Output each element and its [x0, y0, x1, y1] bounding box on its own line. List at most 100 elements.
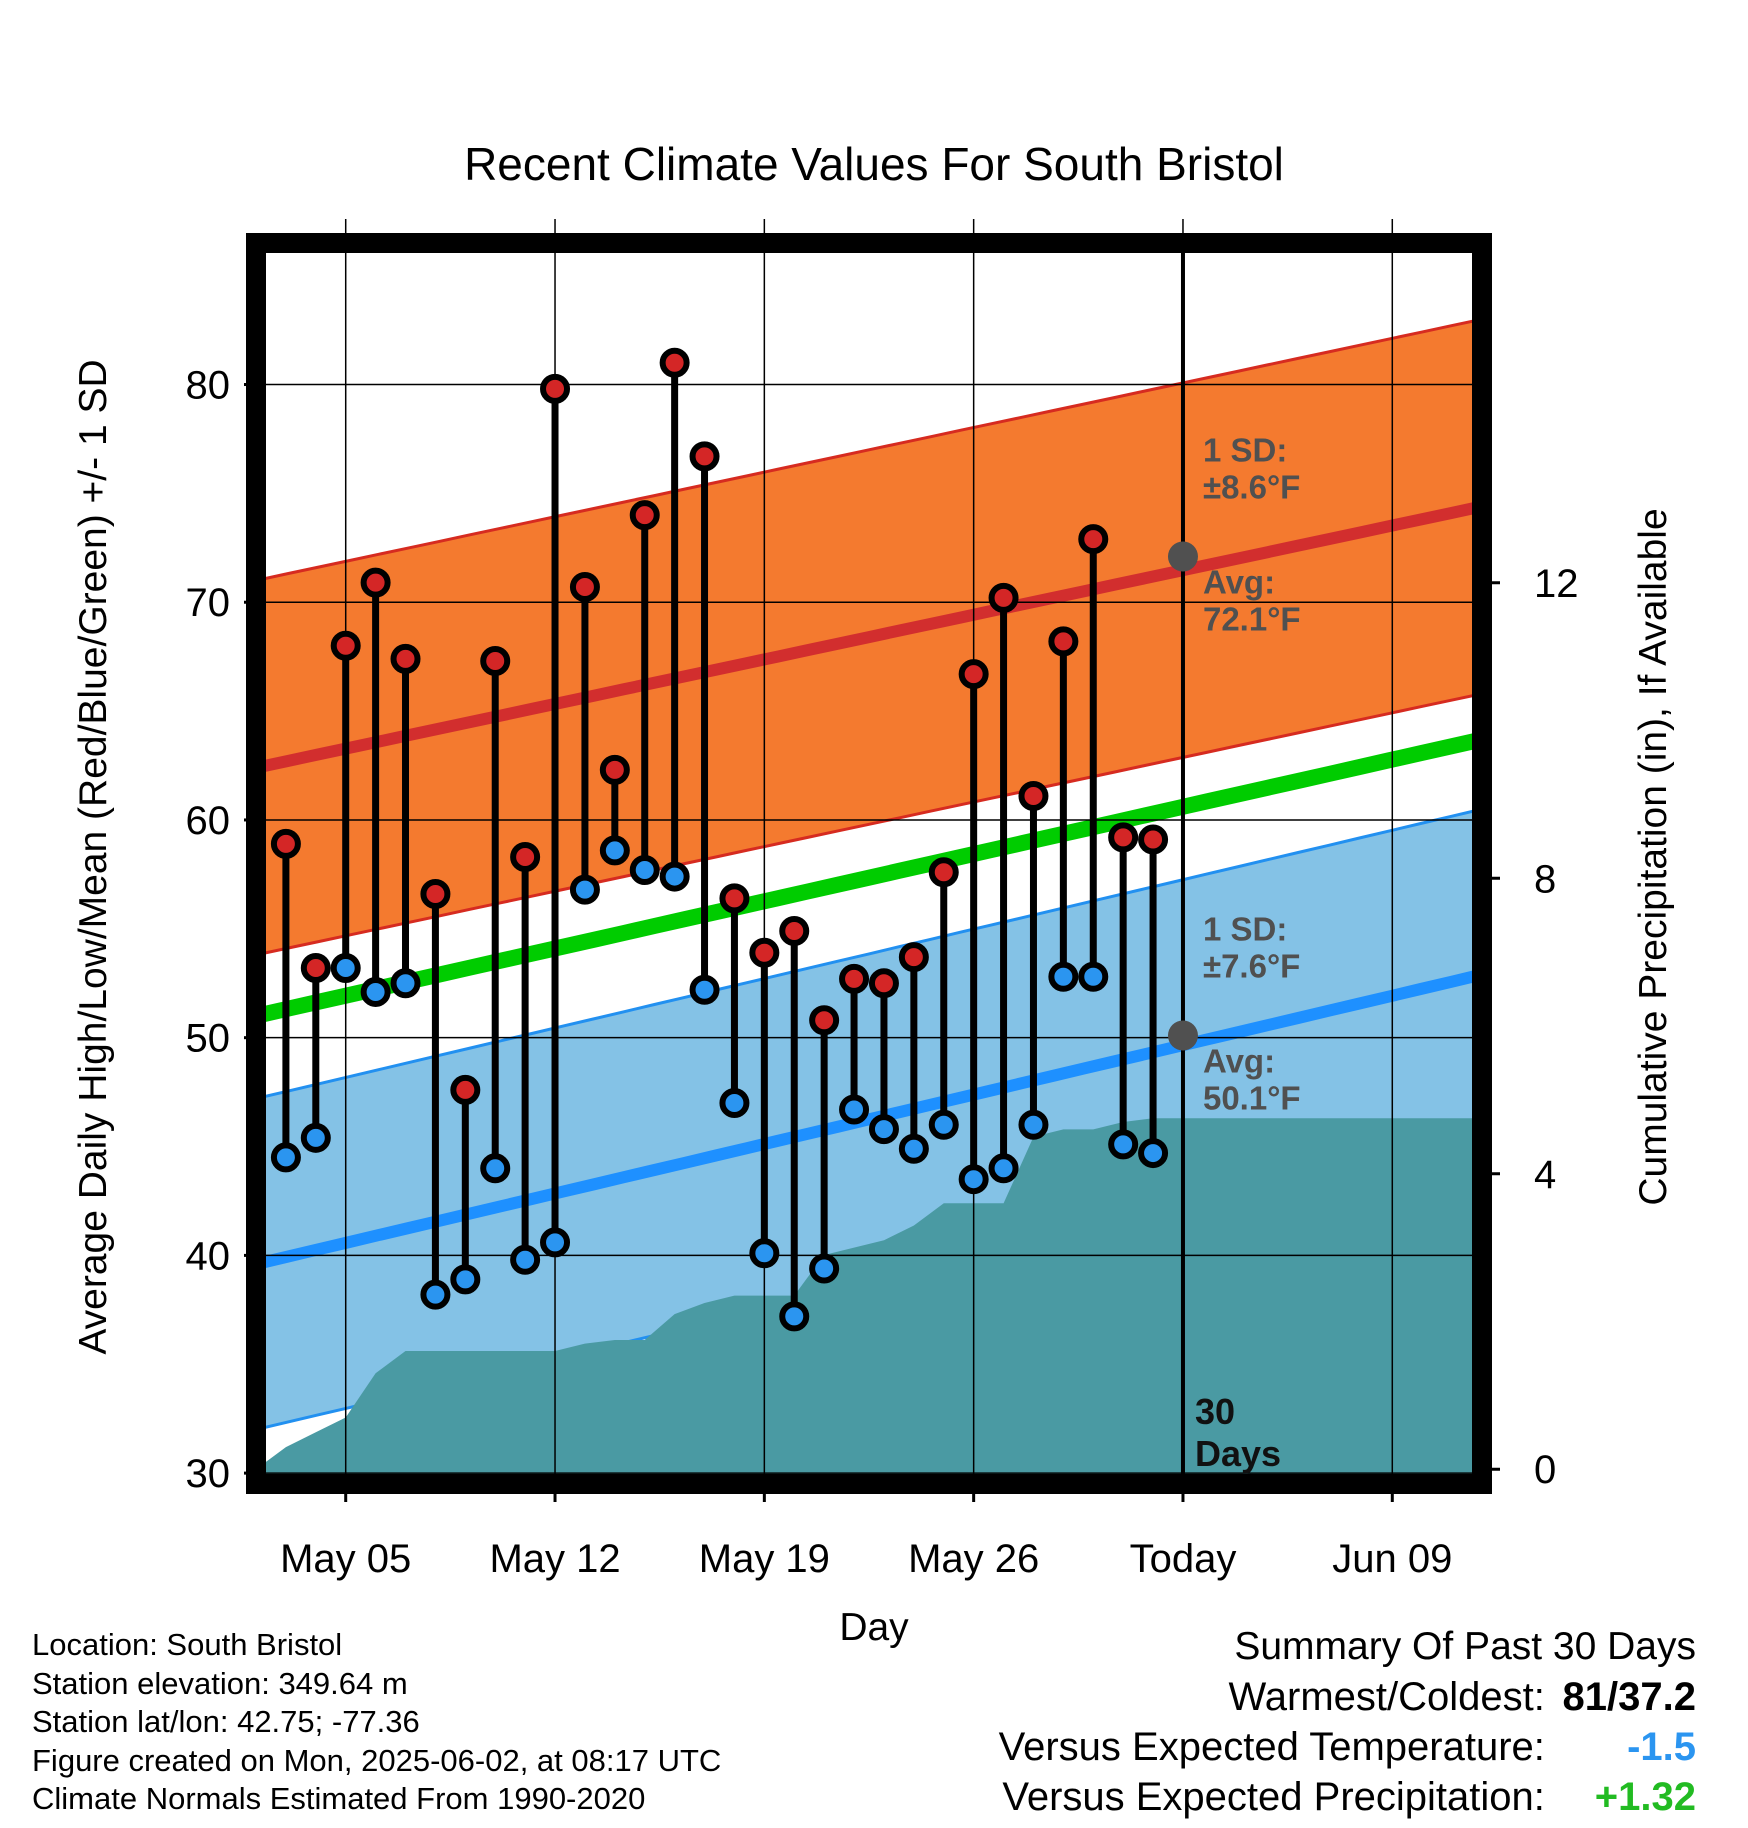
- daily-high-point: [719, 883, 750, 914]
- daily-high-point: [1048, 626, 1079, 657]
- low-sd-label: 1 SD:: [1203, 910, 1287, 947]
- daily-high-point: [390, 643, 421, 674]
- x-tick-label: Jun 09: [1332, 1537, 1452, 1581]
- x-tick-label: May 05: [280, 1537, 411, 1581]
- daily-low-point: [1078, 961, 1109, 992]
- daily-high-point: [300, 953, 331, 984]
- daily-high-point: [1018, 781, 1049, 812]
- daily-high-point: [689, 441, 720, 472]
- temp-departure-label: Versus Expected Temperature:: [998, 1725, 1545, 1769]
- daily-low-point: [1138, 1138, 1169, 1169]
- today-days-label: Days: [1195, 1433, 1281, 1474]
- daily-high-point: [1138, 824, 1169, 855]
- y-axis-label: Average Daily High/Low/Mean (Red/Blue/Gr…: [72, 359, 115, 1354]
- daily-low-point: [360, 976, 391, 1007]
- daily-low-point: [629, 855, 660, 886]
- daily-low-point: [659, 861, 690, 892]
- daily-high-point: [569, 571, 600, 602]
- y2-tick-label: 12: [1534, 562, 1579, 606]
- daily-low-point: [510, 1244, 541, 1275]
- y-tick-label: 50: [186, 1017, 231, 1061]
- daily-low-point: [689, 974, 720, 1005]
- daily-low-point: [958, 1164, 989, 1195]
- daily-low-point: [330, 953, 361, 984]
- latlon-text: Station lat/lon: 42.75; -77.36: [32, 1704, 420, 1739]
- x-tick-label: May 19: [699, 1537, 830, 1581]
- low-sd-value: ±7.6°F: [1203, 947, 1300, 984]
- chart-title: Recent Climate Values For South Bristol: [464, 138, 1284, 190]
- summary-heading: Summary Of Past 30 Days: [1234, 1625, 1696, 1668]
- high-avg-label: Avg:: [1203, 564, 1275, 601]
- daily-low-point: [390, 968, 421, 999]
- y2-axis-label: Cumulative Precipitation (in), If Availa…: [1632, 508, 1675, 1205]
- x-tick-label: Today: [1130, 1537, 1237, 1581]
- avg-high-line: [256, 500, 1482, 774]
- daily-low-point: [480, 1153, 511, 1184]
- daily-high-point: [330, 630, 361, 661]
- high-sd-label: 1 SD:: [1203, 432, 1287, 469]
- temp-departure-value: -1.5: [1627, 1725, 1696, 1769]
- daily-low-point: [300, 1122, 331, 1153]
- daily-low-point: [928, 1109, 959, 1140]
- coldest-value: 37.2: [1618, 1675, 1696, 1719]
- y-tick-label: 40: [186, 1234, 231, 1278]
- today-days-label: 30: [1195, 1391, 1235, 1432]
- daily-high-point: [898, 942, 929, 973]
- daily-high-point: [659, 347, 690, 378]
- y-tick-label: 70: [186, 581, 231, 625]
- daily-high-point: [779, 915, 810, 946]
- low-sd-upper-edge: [256, 807, 1482, 1101]
- daily-low-point: [839, 1094, 870, 1125]
- y2-tick-label: 8: [1534, 857, 1556, 901]
- daily-high-point: [360, 567, 391, 598]
- daily-high-point: [868, 968, 899, 999]
- x-tick-label: May 26: [908, 1537, 1039, 1581]
- daily-low-point: [1108, 1129, 1139, 1160]
- normals-text: Climate Normals Estimated From 1990-2020: [32, 1781, 646, 1816]
- daily-high-point: [809, 1005, 840, 1036]
- daily-low-point: [599, 835, 630, 866]
- daily-high-point: [270, 828, 301, 859]
- daily-high-point: [928, 857, 959, 888]
- low-avg-marker: [1167, 1020, 1198, 1051]
- high-sd-value: ±8.6°F: [1203, 469, 1300, 506]
- daily-high-point: [1078, 524, 1109, 555]
- created-text: Figure created on Mon, 2025-06-02, at 08…: [32, 1742, 722, 1778]
- daily-high-point: [749, 937, 780, 968]
- high-sd-upper-edge: [256, 317, 1482, 582]
- cumulative-precip-area: [256, 1118, 1482, 1484]
- precip-departure-label: Versus Expected Precipitation:: [1002, 1775, 1545, 1819]
- y-tick-label: 60: [186, 799, 231, 843]
- daily-high-point: [599, 754, 630, 785]
- avg-low-line: [256, 968, 1482, 1270]
- daily-low-point: [749, 1238, 780, 1269]
- daily-high-point: [540, 373, 571, 404]
- daily-high-point: [839, 963, 870, 994]
- x-tick-label: May 12: [489, 1537, 620, 1581]
- daily-high-point: [420, 878, 451, 909]
- low-avg-label: Avg:: [1203, 1042, 1275, 1079]
- daily-low-point: [270, 1142, 301, 1173]
- daily-high-point: [510, 841, 541, 872]
- daily-low-point: [1048, 961, 1079, 992]
- y-tick-label: 80: [186, 364, 231, 408]
- warmest-value: 81: [1562, 1675, 1608, 1719]
- daily-low-point: [420, 1279, 451, 1310]
- elevation-text: Station elevation: 349.64 m: [32, 1665, 408, 1701]
- daily-high-point: [958, 659, 989, 690]
- temp-departure-row: Versus Expected Temperature: -1.5: [999, 1722, 1696, 1772]
- warmest-coldest-label: Warmest/Coldest:: [1228, 1675, 1545, 1719]
- high-avg-marker: [1167, 541, 1198, 572]
- daily-low-point: [898, 1133, 929, 1164]
- daily-high-point: [480, 646, 511, 677]
- daily-low-point: [540, 1227, 571, 1258]
- daily-low-point: [809, 1253, 840, 1284]
- daily-low-point: [719, 1087, 750, 1118]
- daily-high-point: [629, 500, 660, 531]
- daily-low-point: [988, 1153, 1019, 1184]
- station-info: Location: South Bristol Station elevatio…: [32, 1626, 721, 1819]
- low-avg-value: 50.1°F: [1203, 1079, 1301, 1116]
- daily-low-point: [779, 1301, 810, 1332]
